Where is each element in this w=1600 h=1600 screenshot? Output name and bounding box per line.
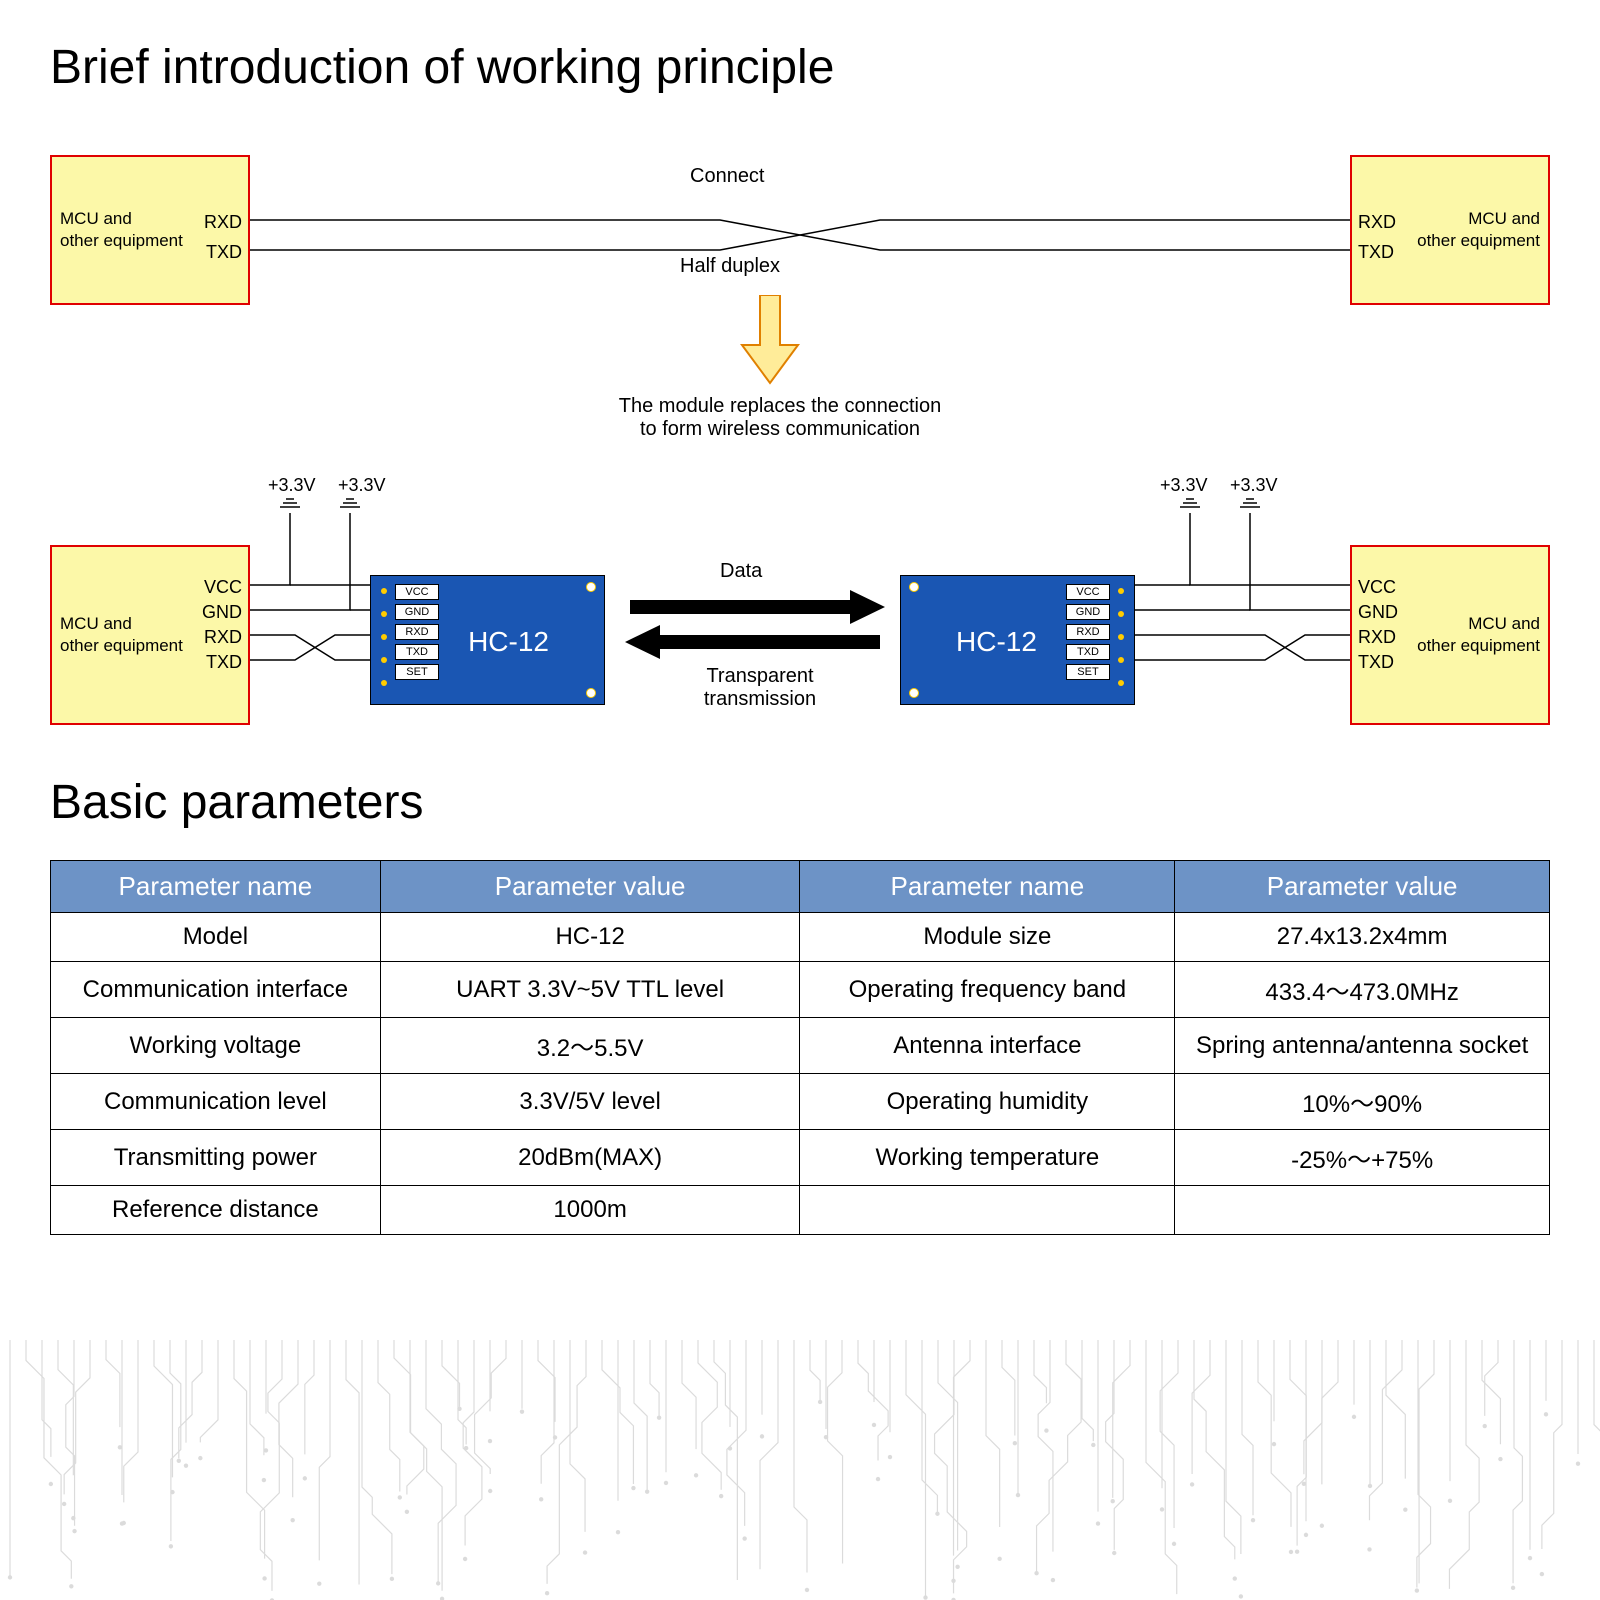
th-3: Parameter value [1175,861,1550,913]
circuit-lines-icon [0,1340,1600,1600]
table-cell: 433.4～473.0MHz [1175,962,1550,1018]
table-cell: 27.4x13.2x4mm [1175,913,1550,962]
table-cell: Spring antenna/antenna socket [1175,1018,1550,1074]
table-row: Transmitting power20dBm(MAX)Working temp… [51,1130,1550,1186]
table-cell: UART 3.3V~5V TTL level [380,962,800,1018]
mpin-set-r: SET [1066,664,1110,680]
table-cell: HC-12 [380,913,800,962]
table-row: ModelHC-12Module size27.4x13.2x4mm [51,913,1550,962]
trans-l2: transmission [704,688,816,710]
mpin-vcc-l: VCC [395,584,439,600]
table-cell: Module size [800,913,1175,962]
hc12-module-left: HC-12 VCC GND RXD TXD SET [370,575,605,705]
halfduplex-label: Half duplex [680,255,780,278]
pin-vcc-br: VCC [1358,577,1396,598]
pin-gnd-bl: GND [202,602,242,623]
bl-l2: other equipment [60,636,183,655]
table-cell: Antenna interface [800,1018,1175,1074]
crossed-wires [250,155,1350,305]
table-row: Communication level3.3V/5V levelOperatin… [51,1074,1550,1130]
right-wiring [1135,495,1350,725]
mcu-box-top-right: MCU and other equipment RXD TXD [1350,155,1550,305]
mcu-text-l2: other equipment [60,231,183,250]
volt-l2: +3.3V [338,475,386,496]
table-cell: 20dBm(MAX) [380,1130,800,1186]
pin-gnd-br: GND [1358,602,1398,623]
bl-l1: MCU and [60,614,132,633]
table-header-row: Parameter name Parameter value Parameter… [51,861,1550,913]
pin-txd-r: TXD [1358,242,1394,263]
mcu-box-bottom-right: MCU and other equipment VCC GND RXD TXD [1350,545,1550,725]
pin-txd-bl: TXD [206,652,242,673]
table-row: Reference distance1000m [51,1186,1550,1235]
br-l1: MCU and [1468,614,1540,633]
pin-rxd-bl: RXD [204,627,242,648]
th-2: Parameter name [800,861,1175,913]
hc12-name-r: HC-12 [956,626,1037,658]
table-cell: Communication interface [51,962,381,1018]
table-cell: 10%～90% [1175,1074,1550,1130]
th-1: Parameter value [380,861,800,913]
mpin-rxd-l: RXD [395,624,439,640]
replace-l2: to form wireless communication [640,418,920,440]
table-cell: 3.3V/5V level [380,1074,800,1130]
pin-rxd: RXD [204,212,242,233]
table-cell: Model [51,913,381,962]
volt-r1: +3.3V [1160,475,1208,496]
table-cell: Operating frequency band [800,962,1175,1018]
mcu-text-r2: other equipment [1417,231,1540,250]
pin-vcc-bl: VCC [204,577,242,598]
table-cell: Operating humidity [800,1074,1175,1130]
mpin-rxd-r: RXD [1066,624,1110,640]
replace-l1: The module replaces the connection [619,395,941,417]
table-cell: 3.2～5.5V [380,1018,800,1074]
mpin-gnd-r: GND [1066,604,1110,620]
mpin-txd-l: TXD [395,644,439,660]
data-label: Data [720,560,762,583]
down-arrow-icon [740,295,800,385]
pin-rxd-r: RXD [1358,212,1396,233]
mpin-set-l: SET [395,664,439,680]
connect-label: Connect [690,165,765,188]
table-cell: Reference distance [51,1186,381,1235]
transparent-label: Transparent transmission [680,665,840,711]
mcu-box-top-left: MCU and other equipment RXD TXD [50,155,250,305]
table-row: Communication interfaceUART 3.3V~5V TTL … [51,962,1550,1018]
table-cell: 1000m [380,1186,800,1235]
working-principle-diagram: MCU and other equipment RXD TXD MCU and … [50,125,1550,745]
table-cell: Working voltage [51,1018,381,1074]
data-arrows-icon [620,590,890,660]
volt-r2: +3.3V [1230,475,1278,496]
table-cell: Working temperature [800,1130,1175,1186]
mpin-txd-r: TXD [1066,644,1110,660]
hc12-name-l: HC-12 [468,626,549,658]
pin-rxd-br: RXD [1358,627,1396,648]
pin-txd: TXD [206,242,242,263]
table-cell: Communication level [51,1074,381,1130]
parameters-table: Parameter name Parameter value Parameter… [50,860,1550,1235]
replace-text: The module replaces the connection to fo… [520,395,1040,441]
table-cell: -25%～+75% [1175,1130,1550,1186]
mcu-text-l1: MCU and [60,209,132,228]
table-cell [1175,1186,1550,1235]
th-0: Parameter name [51,861,381,913]
left-wiring [250,495,380,725]
mpin-vcc-r: VCC [1066,584,1110,600]
volt-l1: +3.3V [268,475,316,496]
mcu-box-bottom-left: MCU and other equipment VCC GND RXD TXD [50,545,250,725]
hc12-module-right: HC-12 VCC GND RXD TXD SET [900,575,1135,705]
trans-l1: Transparent [706,665,813,687]
params-title: Basic parameters [50,775,1550,830]
table-cell: Transmitting power [51,1130,381,1186]
pin-txd-br: TXD [1358,652,1394,673]
intro-title: Brief introduction of working principle [50,40,1550,95]
br-l2: other equipment [1417,636,1540,655]
table-cell [800,1186,1175,1235]
table-row: Working voltage3.2～5.5VAntenna interface… [51,1018,1550,1074]
mpin-gnd-l: GND [395,604,439,620]
mcu-text-r1: MCU and [1468,209,1540,228]
